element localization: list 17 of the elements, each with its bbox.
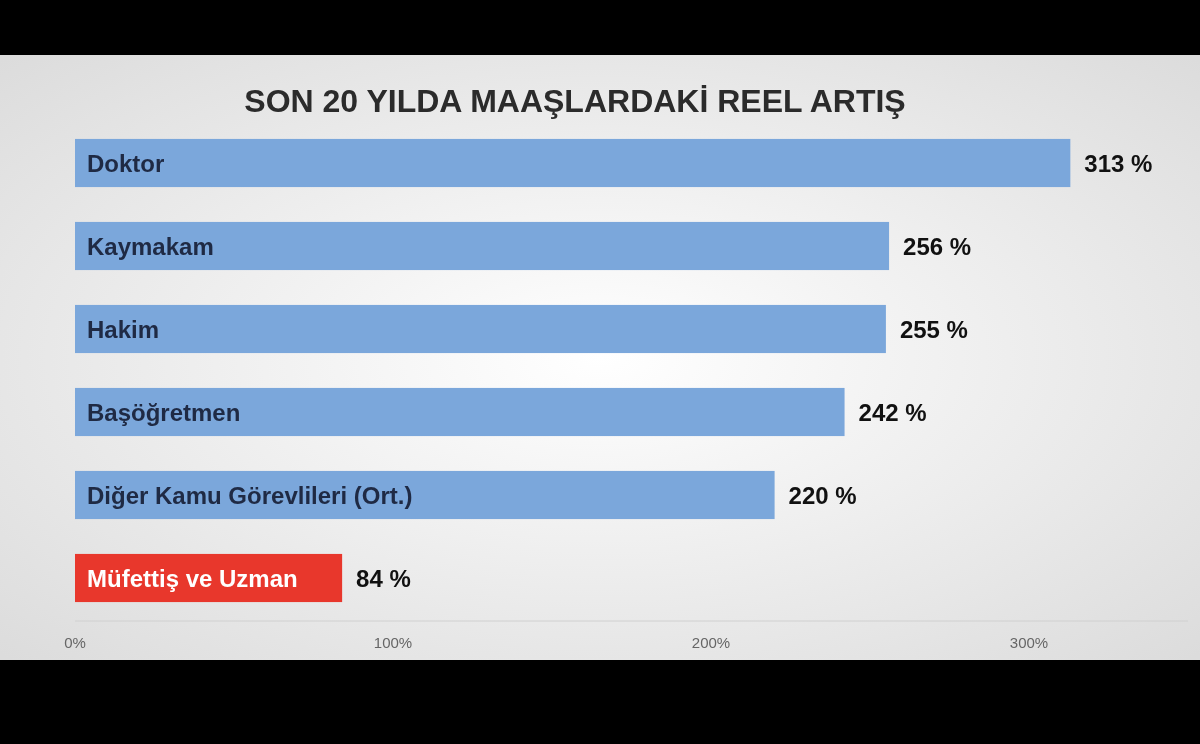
data-label: 220 %: [788, 482, 857, 509]
x-tick-label: 0%: [64, 634, 86, 651]
chart-title: SON 20 YILDA MAAŞLARDAKİ REEL ARTIŞ: [244, 83, 906, 119]
data-label: 255 %: [899, 316, 968, 343]
data-label: 242 %: [858, 399, 927, 426]
x-tick-label: 100%: [373, 634, 413, 651]
data-label: 84 %: [356, 565, 411, 592]
y-tick-label: Müfettiş ve Uzman: [87, 565, 298, 592]
y-tick-label: Başöğretmen: [87, 399, 241, 426]
y-tick-label: Diğer Kamu Görevlileri (Ort.): [87, 482, 413, 509]
data-label: 256 %: [903, 233, 972, 260]
y-tick-label: Doktor: [87, 150, 165, 177]
x-tick-label: 200%: [691, 634, 731, 651]
data-label: 313 %: [1084, 150, 1153, 177]
y-tick-label: Kaymakam: [87, 233, 214, 260]
y-tick-label: Hakim: [87, 316, 160, 343]
x-tick-label: 300%: [1009, 634, 1049, 651]
